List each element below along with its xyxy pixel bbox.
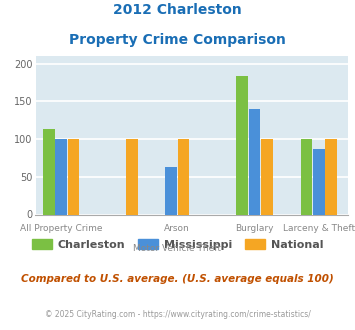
Bar: [236, 77, 248, 215]
Legend: Charleston, Mississippi, National: Charleston, Mississippi, National: [27, 234, 328, 254]
Text: Property Crime Comparison: Property Crime Comparison: [69, 33, 286, 47]
Text: Compared to U.S. average. (U.S. average equals 100): Compared to U.S. average. (U.S. average …: [21, 274, 334, 284]
Text: All Property Crime: All Property Crime: [20, 224, 103, 233]
Bar: [249, 109, 260, 214]
Bar: [43, 129, 55, 214]
Text: © 2025 CityRating.com - https://www.cityrating.com/crime-statistics/: © 2025 CityRating.com - https://www.city…: [45, 310, 310, 319]
Text: Burglary: Burglary: [235, 224, 274, 233]
Bar: [261, 139, 273, 214]
Bar: [126, 139, 138, 214]
Text: Arson: Arson: [164, 224, 190, 233]
Bar: [313, 149, 325, 214]
Bar: [301, 139, 312, 214]
Text: Larceny & Theft: Larceny & Theft: [283, 224, 355, 233]
Bar: [68, 139, 79, 214]
Text: 2012 Charleston: 2012 Charleston: [113, 3, 242, 17]
Bar: [178, 139, 189, 214]
Bar: [165, 167, 177, 214]
Text: Motor Vehicle Theft: Motor Vehicle Theft: [133, 244, 221, 253]
Bar: [325, 139, 337, 214]
Bar: [55, 139, 67, 214]
